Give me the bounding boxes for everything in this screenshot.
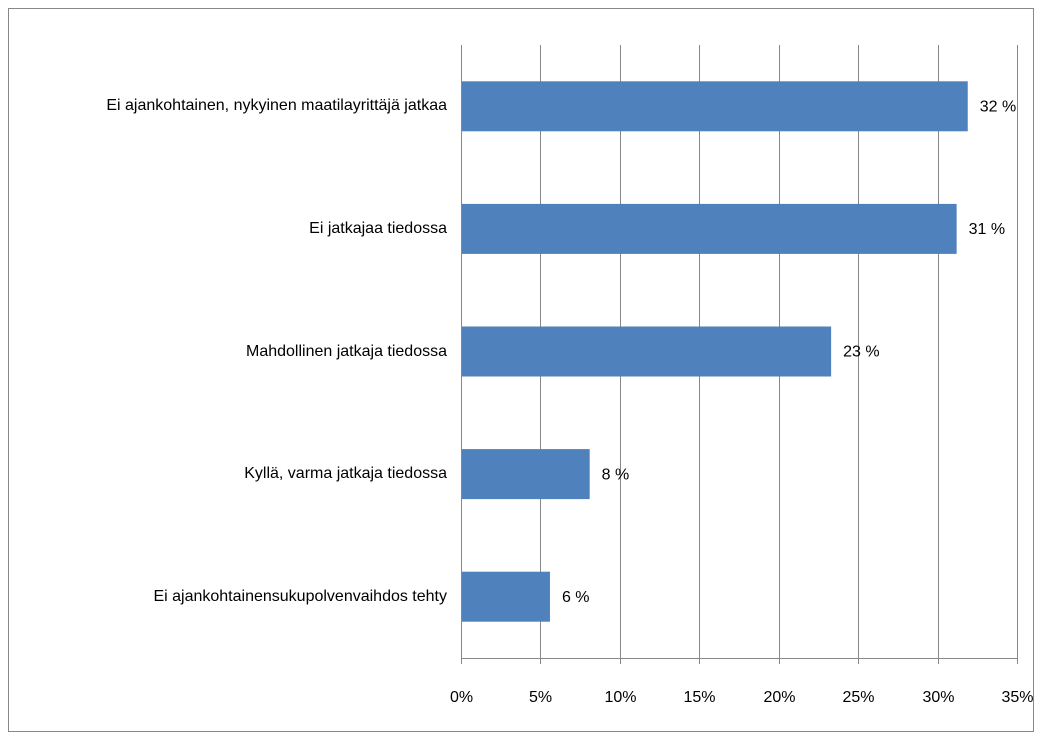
data-label: 6 % (562, 589, 590, 606)
data-label: 32 % (980, 99, 1016, 116)
category-label-box: Ei jatkajaa tiedossa (0, 189, 447, 269)
data-label: 8 % (602, 466, 630, 483)
category-label-box: Ei ajankohtainen, nykyinen maatilayrittä… (0, 66, 447, 146)
y-tick-label: Ei jatkajaa tiedossa (309, 219, 447, 237)
category-label-box: Mahdollinen jatkaja tiedossa (0, 312, 447, 392)
x-tick-label: 15% (683, 689, 715, 706)
bar (461, 81, 968, 132)
bar (461, 203, 957, 254)
data-label: 31 % (969, 221, 1005, 238)
y-tick-label: Mahdollinen jatkaja tiedossa (245, 342, 447, 360)
x-tick-label: 20% (763, 689, 795, 706)
y-tick-label: Ei ajankohtainen, nykyinen maatilayrittä… (106, 97, 447, 115)
category-label-box: Ei ajankohtainensukupolvenvaihdos tehty (0, 557, 447, 637)
x-tick-label: 25% (842, 689, 874, 706)
x-tick-label: 5% (529, 689, 552, 706)
x-tick-label: 30% (922, 689, 954, 706)
bar (461, 571, 550, 622)
x-tick-label: 10% (604, 689, 636, 706)
bar (461, 449, 590, 500)
y-tick-label: Ei ajankohtainensukupolvenvaihdos tehty (153, 587, 447, 605)
y-tick-label: Kyllä, varma jatkaja tiedossa (244, 465, 447, 483)
data-label: 23 % (843, 344, 879, 361)
x-tick-label: 35% (1001, 689, 1033, 706)
category-label-box: Kyllä, varma jatkaja tiedossa (0, 434, 447, 514)
bar (461, 326, 832, 377)
x-tick-label: 0% (450, 689, 473, 706)
